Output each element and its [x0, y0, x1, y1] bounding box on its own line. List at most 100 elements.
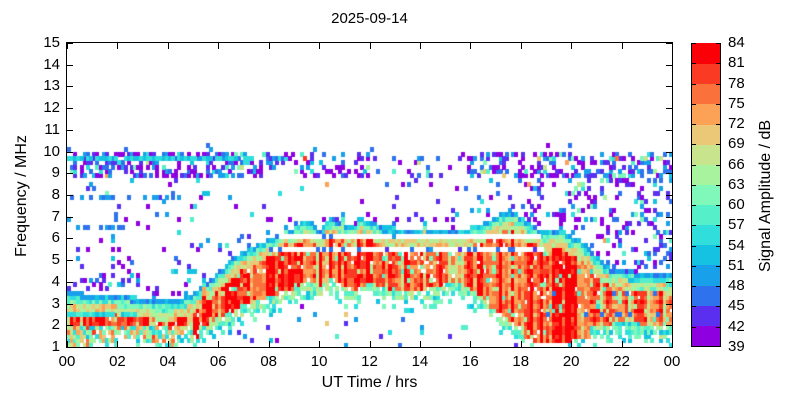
y-tick-mark-right: [666, 173, 672, 175]
y-tick-mark: [67, 347, 73, 348]
colorbar-tick: [716, 63, 720, 65]
y-tick-mark: [67, 173, 73, 175]
colorbar-tick-label: 42: [728, 317, 745, 335]
y-tick-mark-right: [666, 281, 672, 283]
colorbar-tick-label: 66: [728, 155, 745, 173]
colorbar-segment: [692, 204, 720, 226]
colorbar-tick: [716, 205, 720, 207]
y-tick-mark: [67, 195, 73, 196]
x-tick-mark-top: [167, 43, 169, 49]
x-tick-label: 20: [562, 353, 580, 370]
colorbar-segment: [692, 224, 720, 246]
colorbar-segment: [692, 144, 720, 165]
colorbar-segment: [692, 325, 720, 346]
x-tick-mark-top: [268, 43, 270, 49]
colorbar-tick: [692, 225, 696, 227]
x-tick-mark: [621, 341, 623, 347]
colorbar-tick: [716, 184, 720, 186]
colorbar-tick: [716, 43, 720, 44]
y-tick-mark: [67, 64, 73, 66]
colorbar-tick-label: 45: [728, 297, 745, 315]
y-tick-mark-right: [666, 129, 672, 131]
colorbar-segment: [692, 123, 720, 145]
colorbar-tick: [692, 43, 696, 44]
y-tick-label: 15: [43, 34, 60, 51]
x-tick-mark: [369, 341, 371, 347]
colorbar-tick: [716, 144, 720, 146]
y-tick-mark: [67, 216, 73, 218]
y-tick-mark-right: [666, 43, 672, 44]
colorbar-tick-label: 54: [728, 236, 745, 254]
y-tick-mark-right: [666, 108, 672, 110]
colorbar-tick: [692, 83, 696, 85]
x-tick-mark-top: [470, 43, 472, 49]
chart-title: 2025-09-14: [331, 10, 408, 27]
x-tick-mark-top: [419, 43, 421, 49]
y-tick-label: 12: [43, 99, 60, 117]
x-tick-mark-top: [621, 43, 623, 49]
colorbar-tick-label: 81: [728, 54, 745, 72]
colorbar-tick: [692, 286, 696, 288]
spectrogram-canvas: [67, 43, 672, 347]
y-tick-label: 2: [51, 316, 60, 334]
x-tick-mark: [520, 341, 522, 347]
colorbar-segment: [692, 264, 720, 286]
x-tick-label: 00: [58, 353, 76, 370]
x-tick-label: 18: [512, 353, 530, 370]
plot-border: [66, 42, 673, 348]
y-tick-mark-right: [666, 347, 672, 348]
colorbar-tick-label: 63: [728, 175, 745, 193]
colorbar-segment: [692, 184, 720, 206]
colorbar-tick-label: 60: [728, 196, 745, 214]
colorbar-segment: [692, 305, 720, 326]
colorbar-tick: [716, 326, 720, 328]
y-tick-label: 9: [51, 164, 60, 182]
colorbar-tick: [692, 326, 696, 328]
x-tick-mark: [672, 341, 673, 347]
colorbar-tick: [692, 164, 696, 166]
colorbar-segment: [692, 83, 720, 105]
x-tick-label: 12: [361, 353, 378, 370]
colorbar-tick: [716, 164, 720, 166]
y-tick-mark: [67, 281, 73, 283]
colorbar-tick: [692, 63, 696, 65]
y-tick-mark-right: [666, 238, 672, 240]
x-tick-mark-top: [67, 43, 68, 49]
x-tick-label: 14: [411, 353, 429, 370]
colorbar-tick: [692, 103, 696, 105]
colorbar-tick: [692, 124, 696, 126]
y-tick-label: 10: [43, 142, 60, 160]
colorbar-tick: [716, 124, 720, 126]
x-tick-label: 16: [461, 353, 479, 370]
x-tick-label: 04: [159, 353, 177, 370]
x-tick-label: 22: [613, 353, 630, 370]
colorbar-tick: [716, 265, 720, 267]
x-tick-mark: [470, 341, 472, 347]
x-tick-mark: [419, 341, 421, 347]
colorbar-tick: [692, 306, 696, 308]
x-tick-mark-top: [319, 43, 321, 49]
y-tick-mark-right: [666, 260, 672, 262]
y-tick-mark-right: [666, 86, 672, 88]
colorbar-tick: [716, 225, 720, 227]
y-tick-label: 5: [51, 251, 60, 269]
y-tick-mark: [67, 129, 73, 131]
y-tick-label: 14: [43, 55, 60, 73]
x-tick-mark-top: [117, 43, 119, 49]
x-tick-label: 02: [109, 353, 126, 370]
y-tick-label: 13: [43, 77, 60, 95]
colorbar-segment: [692, 164, 720, 185]
colorbar-tick-label: 51: [728, 256, 745, 274]
colorbar-tick-label: 72: [728, 115, 745, 133]
y-tick-mark: [67, 325, 73, 327]
colorbar-tick: [716, 245, 720, 247]
y-tick-mark-right: [666, 303, 672, 305]
y-tick-label: 8: [51, 186, 60, 203]
y-tick-mark: [67, 260, 73, 262]
colorbar-segment: [692, 103, 720, 125]
y-tick-label: 3: [51, 294, 60, 312]
x-tick-mark-top: [218, 43, 220, 49]
x-tick-mark-top: [520, 43, 522, 49]
y-tick-label: 6: [51, 229, 60, 247]
y-tick-mark-right: [666, 325, 672, 327]
